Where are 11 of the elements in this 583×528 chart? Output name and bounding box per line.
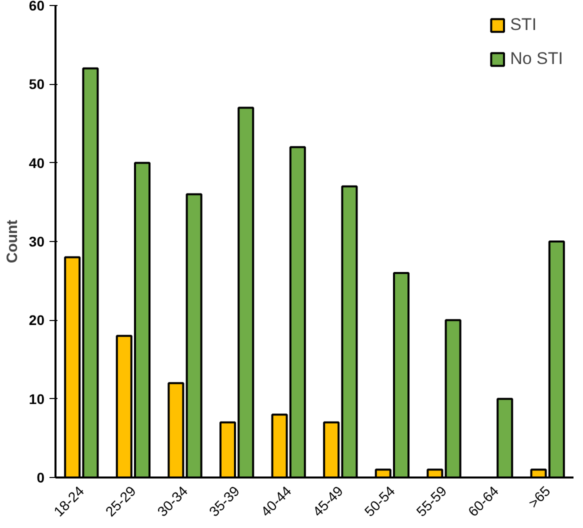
- legend-label: No STI: [510, 49, 563, 69]
- y-tick-label: 0: [36, 470, 45, 486]
- y-tick-label: 50: [28, 76, 45, 92]
- x-tick-label: >65: [525, 482, 554, 511]
- y-tick-label: 60: [28, 0, 45, 14]
- y-axis-title: Count: [4, 220, 21, 264]
- y-tick-label: 20: [28, 312, 45, 328]
- legend-label: STI: [510, 15, 537, 35]
- y-tick-label: 30: [28, 234, 45, 250]
- y-tick-label: 40: [28, 154, 45, 171]
- y-tick-label: 10: [28, 390, 45, 407]
